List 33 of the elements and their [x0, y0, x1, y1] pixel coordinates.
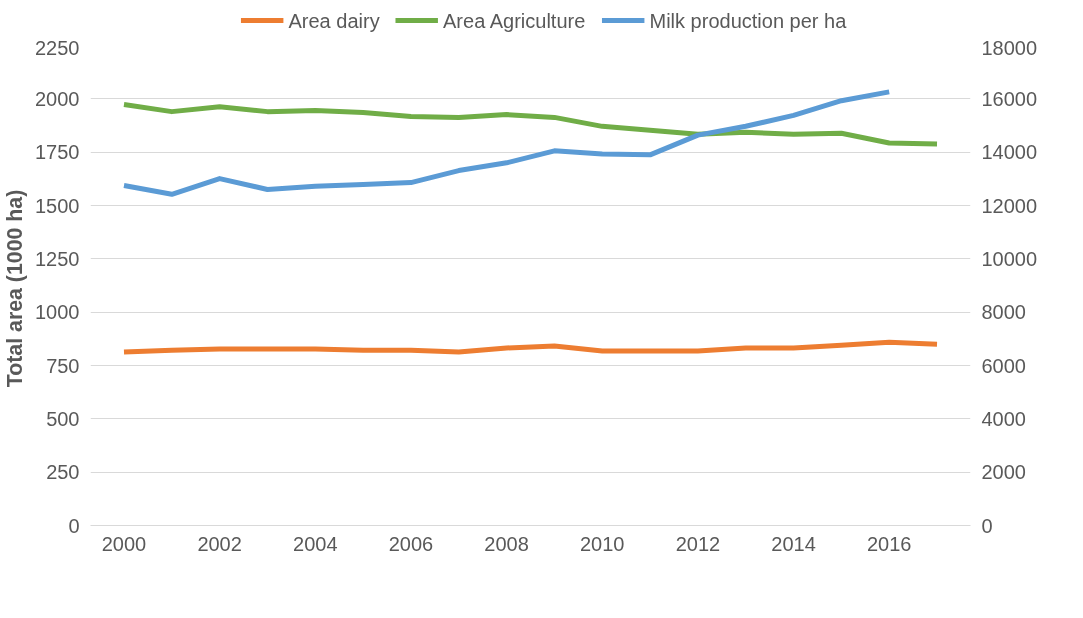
y2-tick-label: 0 — [981, 514, 993, 537]
y2-tick-label: 10000 — [981, 247, 1038, 270]
y2-tick-label: 2000 — [981, 461, 1026, 484]
y-tick-label: 250 — [46, 461, 80, 484]
y-tick-label: 500 — [46, 407, 80, 430]
y2-tick-label: 18000 — [981, 36, 1038, 59]
x-tick-label: 2012 — [675, 532, 721, 555]
legend-label: Area dairy — [288, 9, 380, 32]
y-axis-title: Total area (1000 ha) — [3, 189, 28, 388]
y-tick-label: 0 — [68, 514, 80, 537]
y2-tick-label: 16000 — [981, 87, 1038, 110]
y2-tick-label: 6000 — [981, 354, 1026, 377]
y-tick-label: 1250 — [35, 247, 80, 270]
y2-tick-label: 12000 — [981, 194, 1038, 217]
x-tick-label: 2014 — [771, 532, 816, 555]
x-tick-label: 2004 — [293, 532, 338, 555]
legend-label: Area Agriculture — [443, 9, 586, 32]
x-tick-label: 2010 — [579, 532, 625, 555]
x-tick-label: 2002 — [197, 532, 242, 555]
legend-label: Milk production per ha — [649, 9, 848, 32]
y-tick-label: 2000 — [35, 87, 80, 110]
x-tick-label: 2000 — [101, 532, 147, 555]
y2-tick-label: 4000 — [981, 407, 1026, 430]
y-tick-label: 750 — [46, 354, 80, 377]
y-tick-label: 1000 — [35, 301, 80, 324]
y-tick-label: 2250 — [35, 36, 80, 59]
x-tick-label: 2006 — [388, 532, 434, 555]
y-tick-label: 1500 — [35, 194, 80, 217]
y2-tick-label: 8000 — [981, 301, 1026, 324]
y-tick-label: 1750 — [35, 141, 80, 164]
y2-tick-label: 14000 — [981, 141, 1038, 164]
x-tick-label: 2008 — [484, 532, 529, 555]
x-tick-label: 2016 — [866, 532, 912, 555]
